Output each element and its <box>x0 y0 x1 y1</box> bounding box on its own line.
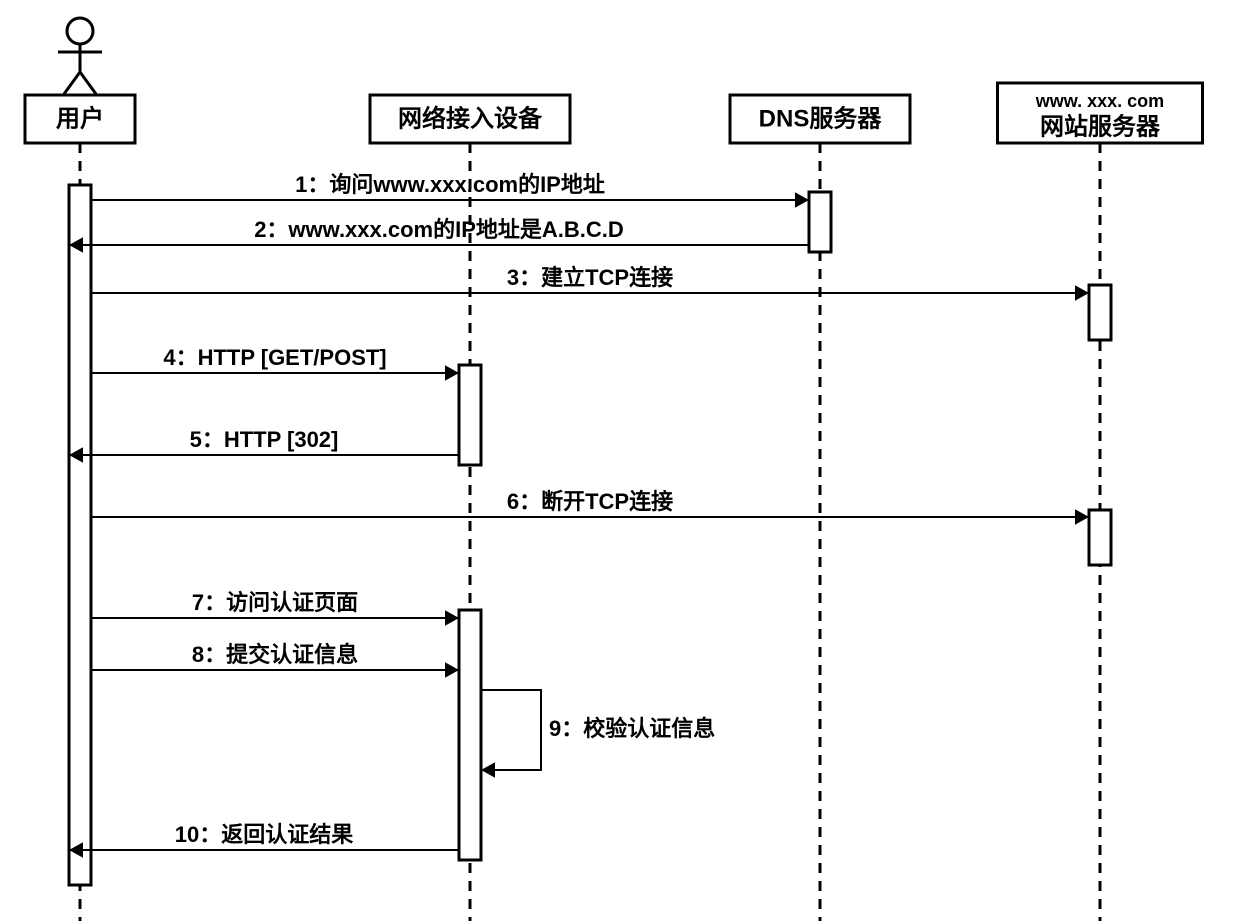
lifeline-box-dns: DNS服务器 <box>730 95 910 143</box>
lifeline-box-device: 网络接入设备 <box>370 95 570 143</box>
activation-user-0 <box>69 185 91 885</box>
message-6: 6：断开TCP连接 <box>91 489 1089 525</box>
activation-dns-1 <box>809 192 831 252</box>
message-10: 10：返回认证结果 <box>69 822 459 858</box>
lifeline-box-user: 用户 <box>25 95 135 143</box>
lifeline-label: 网站服务器 <box>1040 113 1161 141</box>
activation-web-4 <box>1089 510 1111 565</box>
message-label: 10：返回认证结果 <box>175 822 353 847</box>
message-9: 9：校验认证信息 <box>481 690 715 778</box>
lifeline-label: 网络接入设备 <box>398 105 543 133</box>
lifeline-box-web: www. xxx. com网站服务器 <box>998 83 1203 143</box>
message-label: 1：询问www.xxx.com的IP地址 <box>295 172 605 197</box>
message-label: 6：断开TCP连接 <box>507 489 673 514</box>
message-8: 8：提交认证信息 <box>91 642 459 678</box>
activation-device-5 <box>459 610 481 860</box>
sequence-diagram: 用户 网络接入设备 DNS服务器 www. xxx. com网站服务器 1：询问www.… <box>0 0 1240 921</box>
message-7: 7：访问认证页面 <box>91 590 459 626</box>
activation-web-2 <box>1089 285 1111 340</box>
message-2: 2：www.xxx.com的IP地址是A.B.C.D <box>69 217 809 253</box>
message-label: 8：提交认证信息 <box>192 642 358 667</box>
message-label: 5：HTTP [302] <box>190 427 339 452</box>
message-label: 9：校验认证信息 <box>549 716 715 741</box>
message-label: 7：访问认证页面 <box>192 590 358 615</box>
message-label: 3：建立TCP连接 <box>507 265 673 290</box>
message-5: 5：HTTP [302] <box>69 427 459 463</box>
activation-device-3 <box>459 365 481 465</box>
message-4: 4：HTTP [GET/POST] <box>91 345 459 381</box>
message-label: 4：HTTP [GET/POST] <box>163 345 386 370</box>
actor-icon <box>58 18 102 94</box>
message-label: 2：www.xxx.com的IP地址是A.B.C.D <box>254 217 624 242</box>
lifeline-label: DNS服务器 <box>759 105 883 133</box>
lifeline-label-top: www. xxx. com <box>1035 91 1164 111</box>
lifeline-label: 用户 <box>56 105 104 133</box>
message-1: 1：询问www.xxx.com的IP地址 <box>91 172 809 208</box>
message-3: 3：建立TCP连接 <box>91 265 1089 301</box>
